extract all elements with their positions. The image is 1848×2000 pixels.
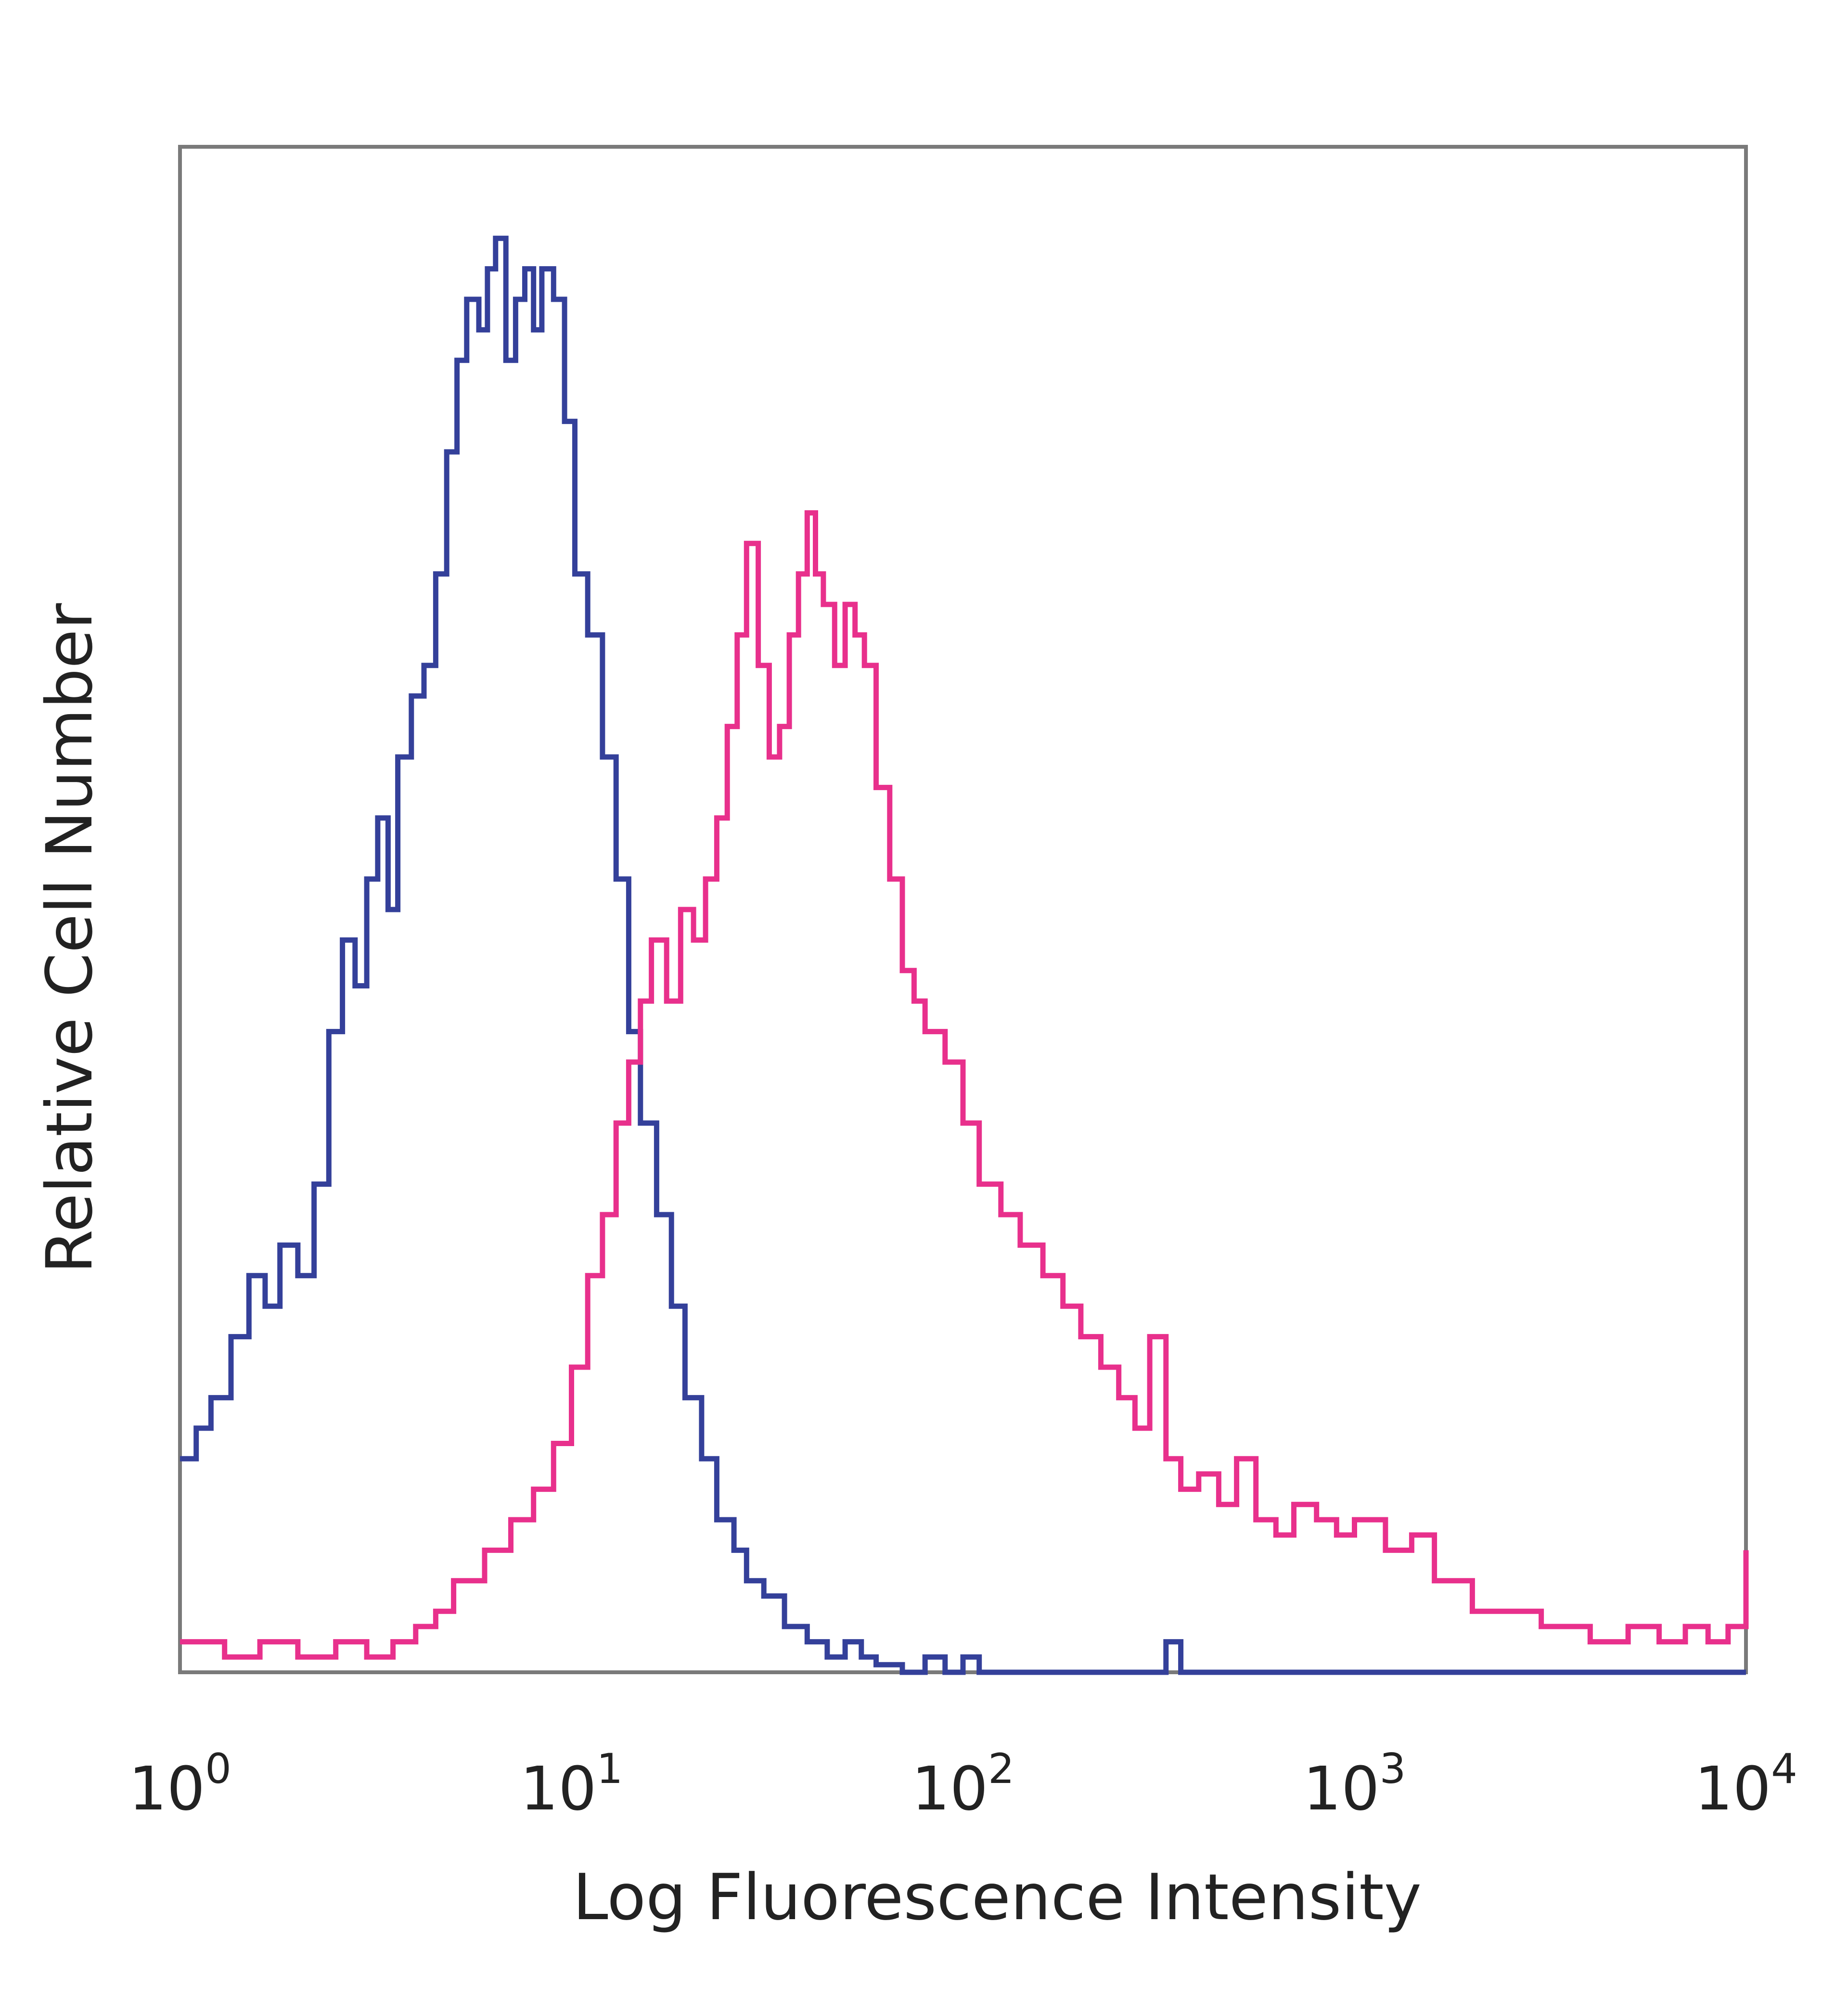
x-tick-label-1: 101: [520, 1745, 623, 1824]
x-tick-label-2: 102: [911, 1745, 1014, 1824]
x-tick-label-3: 103: [1303, 1745, 1406, 1824]
plot-frame: [178, 145, 1748, 1674]
x-tick-label-4: 104: [1694, 1745, 1797, 1824]
series-line-1: [180, 235, 1746, 1675]
series-line-2: [180, 510, 1749, 1660]
x-tick-labels: 100 101 102 103 104: [128, 1745, 1797, 1824]
x-tick-label-0: 100: [128, 1745, 231, 1824]
series-layer: [180, 235, 1749, 1675]
y-axis-label: Relative Cell Number: [33, 603, 107, 1274]
x-axis-label: Log Fluorescence Intensity: [573, 1860, 1422, 1935]
